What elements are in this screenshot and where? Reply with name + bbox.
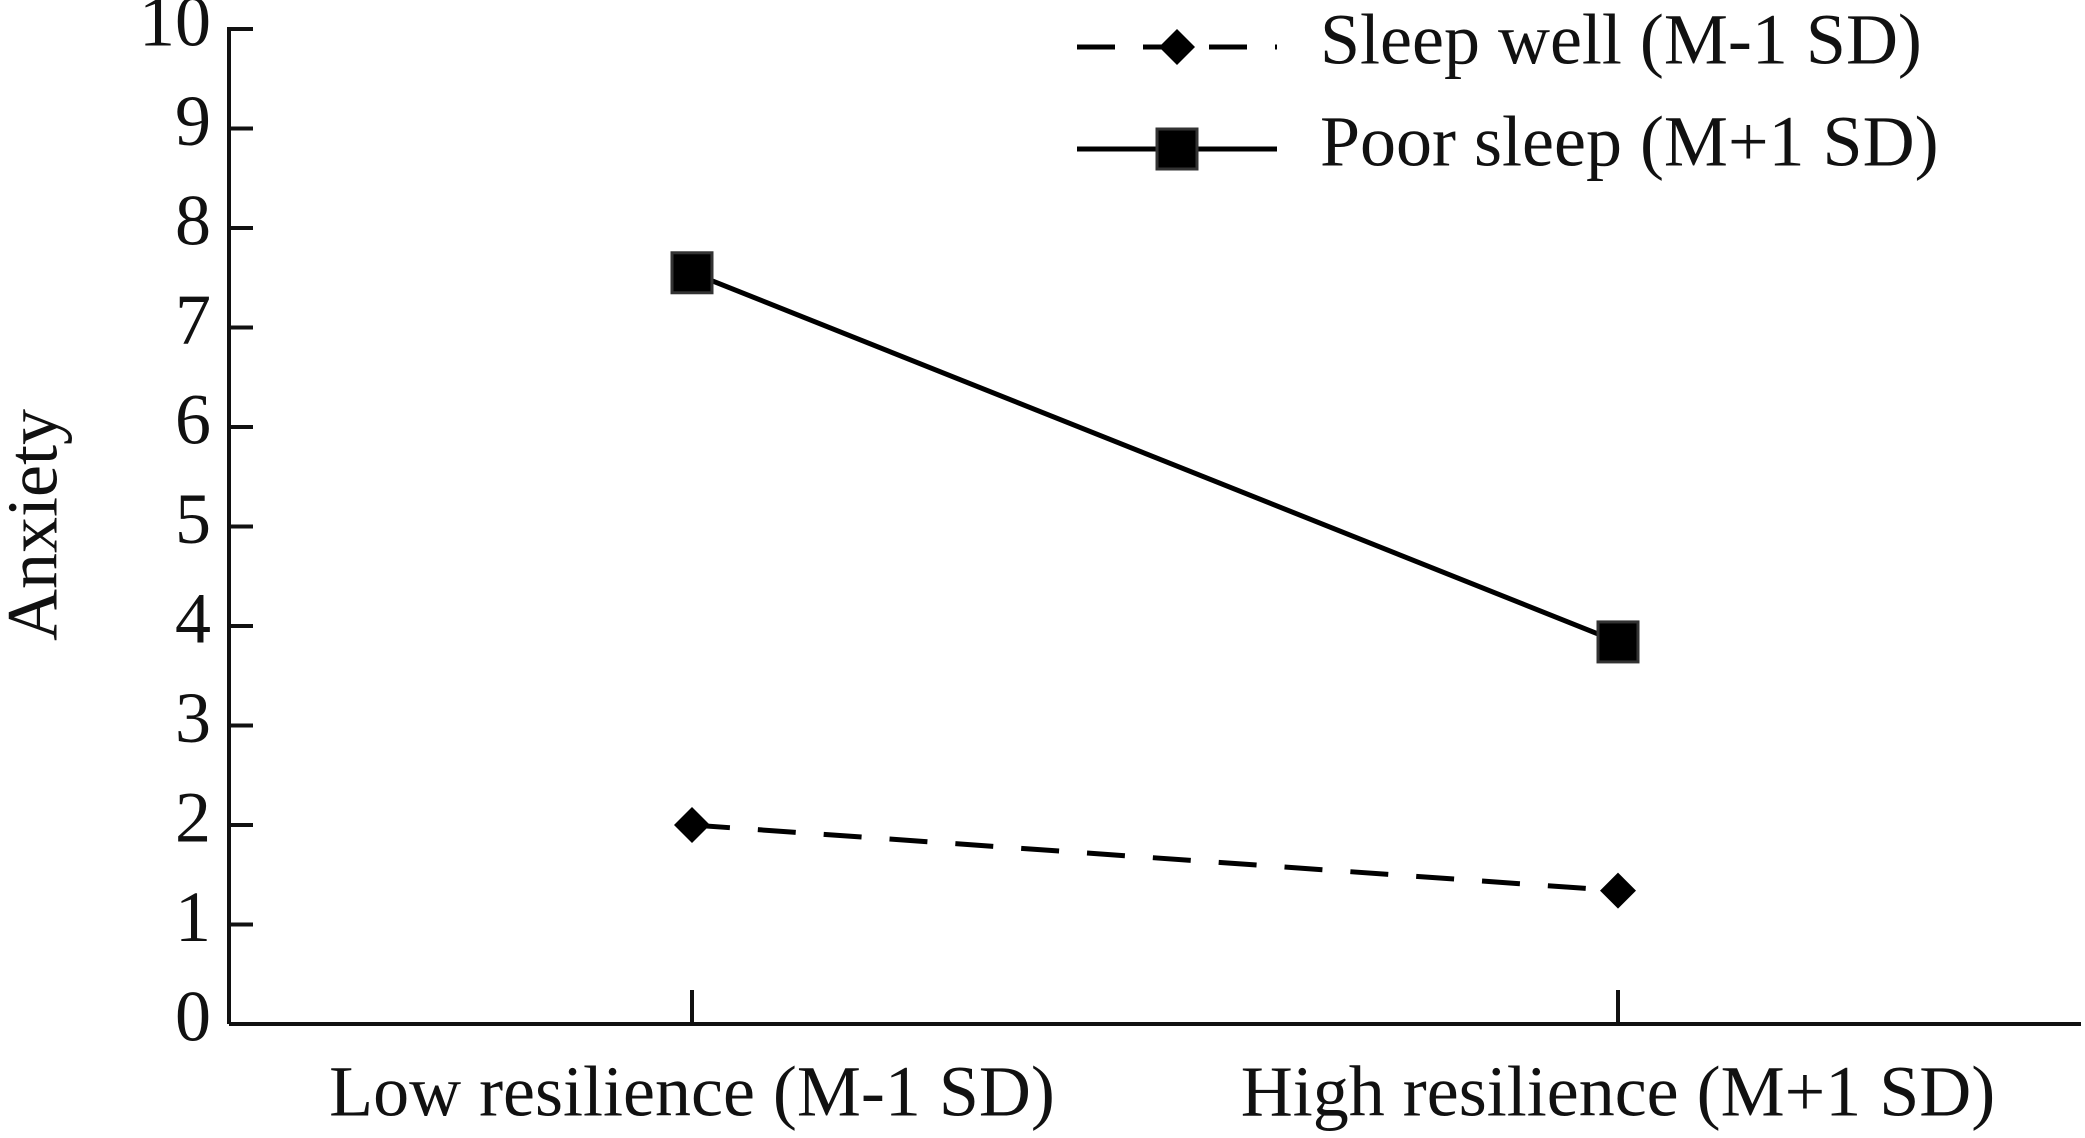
y-tick-label: 0: [175, 977, 211, 1057]
series-line: [691, 822, 1619, 894]
y-axis-label: Anxiety: [0, 409, 73, 641]
legend-label: Sleep well (M-1 SD): [1320, 0, 1922, 80]
y-tick-label: 8: [175, 181, 211, 261]
y-tick-label: 5: [175, 479, 211, 559]
marker: [1159, 29, 1195, 65]
marker: [1600, 872, 1636, 909]
legend-label: Poor sleep (M+1 SD): [1320, 102, 1939, 182]
series-line: [691, 270, 1619, 645]
marker: [670, 251, 714, 295]
x-tick-label: High resilience (M+1 SD): [1241, 1052, 1995, 1132]
y-tick-label: 3: [175, 678, 211, 758]
marker: [674, 807, 710, 843]
y-tick-label: 9: [175, 81, 211, 161]
y-tick-label: 4: [175, 579, 211, 659]
y-tick-label: 1: [175, 877, 211, 957]
x-tick-label: Low resilience (M-1 SD): [329, 1052, 1055, 1132]
marker: [1155, 127, 1199, 171]
marker: [1596, 620, 1640, 664]
y-tick-label: 2: [175, 778, 211, 858]
y-tick-label: 7: [175, 280, 211, 360]
y-tick-label: 6: [175, 380, 211, 460]
y-tick-label: 10: [139, 0, 211, 62]
